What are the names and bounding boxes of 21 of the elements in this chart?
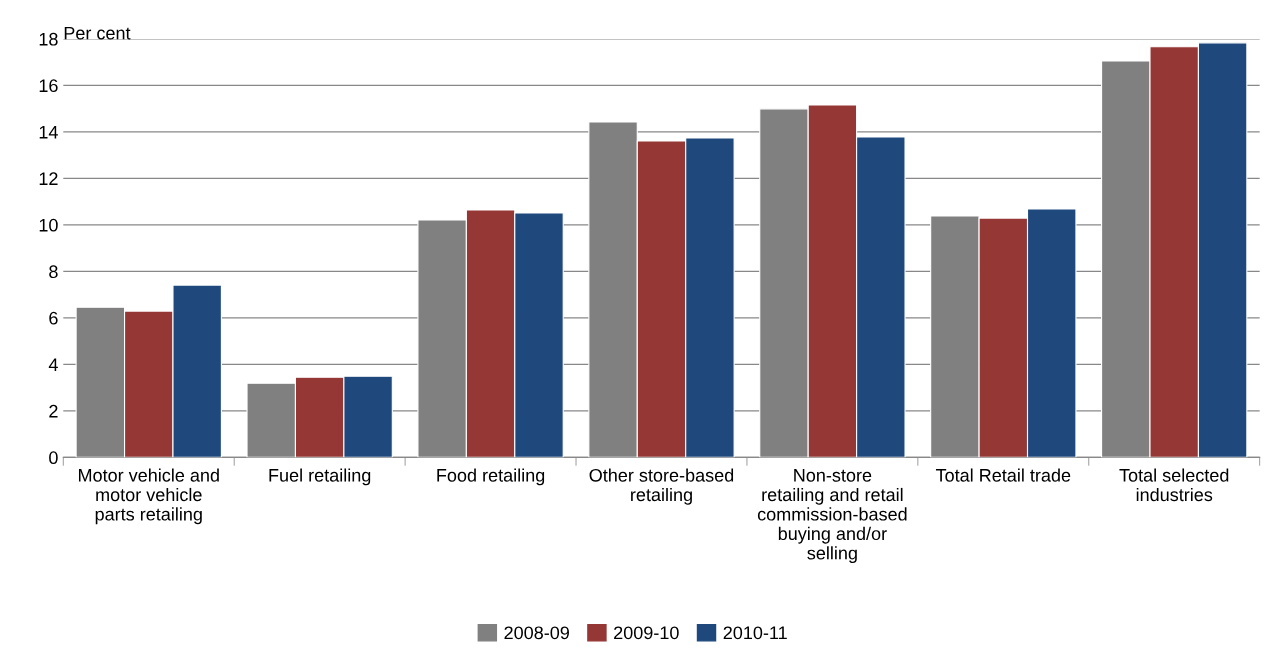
y-tick-label: 18: [39, 32, 58, 46]
y-tick-label: 0: [49, 451, 58, 465]
y-tick-label: 10: [39, 218, 58, 232]
x-tick-label: Non-store retailing and retail commission-based buying and/or selling: [757, 469, 907, 564]
legend-label: 2008-09: [504, 626, 569, 640]
y-axis-title: Per cent: [64, 26, 131, 40]
x-tick-label: Total Retail trade: [935, 468, 1071, 482]
y-tick-label: 14: [39, 125, 58, 139]
legend-label: 2010-11: [723, 626, 787, 640]
y-tick-label: 12: [39, 172, 58, 185]
y-tick-label: 2: [49, 404, 58, 418]
x-tick-label: Other store-based retailing: [589, 468, 734, 505]
y-tick-label: 6: [49, 311, 58, 325]
x-tick-label: Total selected industries: [1119, 468, 1229, 502]
x-tick-label: Motor vehicle and motor vehicle parts retailing: [78, 468, 219, 525]
y-tick-label: 8: [49, 265, 58, 279]
x-tick-label: Fuel retailing: [269, 468, 371, 486]
legend-label: 2009-10: [614, 626, 679, 640]
y-tick-label: 16: [39, 79, 58, 93]
y-tick-label: 4: [48, 358, 58, 371]
x-tick-label: Food retailing: [437, 468, 545, 486]
